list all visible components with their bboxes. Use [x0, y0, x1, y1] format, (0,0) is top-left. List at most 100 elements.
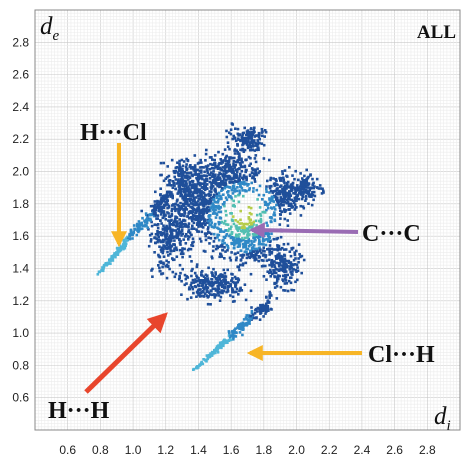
data-point	[210, 293, 214, 297]
data-point	[116, 249, 119, 252]
data-point	[114, 255, 117, 259]
data-point	[190, 274, 193, 278]
data-point	[186, 198, 190, 201]
data-point	[311, 177, 314, 181]
data-point	[197, 284, 200, 288]
data-point	[192, 291, 195, 295]
data-point	[205, 178, 209, 181]
data-point	[280, 210, 284, 213]
data-point	[249, 218, 252, 222]
data-point	[245, 256, 249, 260]
data-point	[178, 274, 181, 278]
x-tick-label: 2.4	[354, 443, 371, 457]
data-point	[156, 214, 160, 217]
data-point	[276, 244, 279, 247]
data-point	[290, 272, 293, 276]
data-point	[235, 233, 238, 237]
data-point	[252, 256, 255, 259]
data-point	[315, 177, 319, 181]
data-point	[98, 270, 102, 273]
data-point	[149, 238, 153, 241]
data-point	[205, 354, 209, 357]
data-point	[161, 194, 165, 198]
data-point	[182, 189, 185, 192]
data-point	[265, 208, 268, 212]
data-point	[211, 287, 215, 291]
data-point	[222, 289, 226, 293]
data-point	[192, 196, 196, 200]
data-point	[273, 208, 277, 211]
data-point	[217, 294, 221, 297]
data-point	[279, 263, 282, 266]
data-point	[235, 189, 239, 193]
data-point	[146, 226, 150, 229]
x-tick-label: 1.2	[157, 443, 174, 457]
data-point	[192, 281, 196, 284]
data-point	[230, 287, 234, 290]
data-point	[224, 341, 228, 344]
data-point	[256, 198, 259, 201]
data-point	[229, 132, 233, 136]
data-point	[229, 128, 233, 131]
data-point	[212, 197, 215, 201]
data-point	[203, 186, 206, 189]
data-point	[202, 291, 205, 294]
data-point	[191, 224, 194, 228]
data-point	[265, 304, 269, 308]
data-point	[259, 220, 262, 224]
data-point	[188, 165, 192, 168]
data-point	[167, 219, 170, 222]
data-point	[196, 168, 200, 172]
data-point	[212, 232, 216, 236]
data-point	[156, 226, 160, 230]
data-point	[209, 199, 213, 203]
data-point	[129, 229, 133, 232]
data-point	[239, 209, 242, 213]
data-point	[193, 173, 196, 176]
data-point	[263, 238, 266, 242]
data-point	[264, 130, 268, 134]
data-point	[231, 192, 235, 195]
data-point	[264, 232, 268, 236]
data-point	[215, 244, 219, 248]
data-point	[197, 190, 201, 193]
data-point	[273, 269, 276, 273]
data-point	[197, 200, 200, 203]
data-point	[212, 240, 216, 243]
data-point	[270, 216, 273, 219]
data-point	[264, 203, 267, 206]
data-point	[212, 352, 215, 355]
data-point	[164, 236, 167, 239]
data-point	[268, 191, 271, 194]
data-point	[214, 271, 217, 274]
data-point	[191, 215, 194, 219]
data-point	[188, 199, 192, 203]
data-point	[168, 267, 171, 271]
data-point	[119, 248, 122, 251]
data-point	[225, 198, 229, 202]
data-point	[163, 195, 167, 198]
data-point	[285, 181, 289, 185]
data-point	[157, 264, 160, 267]
data-point	[267, 234, 270, 238]
data-point	[179, 243, 182, 246]
data-point	[216, 291, 219, 295]
data-point	[153, 200, 157, 203]
data-point	[254, 154, 258, 157]
data-point	[239, 286, 242, 290]
data-point	[306, 186, 309, 189]
data-point	[227, 177, 230, 180]
data-point	[199, 195, 203, 198]
data-point	[175, 220, 179, 223]
data-point	[217, 238, 221, 242]
data-point	[180, 279, 183, 283]
data-point	[180, 176, 184, 179]
data-point	[187, 211, 191, 215]
data-point	[184, 191, 187, 194]
data-point	[230, 188, 234, 192]
data-point	[284, 279, 288, 282]
data-point	[273, 213, 277, 217]
data-point	[231, 280, 235, 284]
data-point	[295, 270, 298, 273]
data-point	[210, 353, 214, 357]
